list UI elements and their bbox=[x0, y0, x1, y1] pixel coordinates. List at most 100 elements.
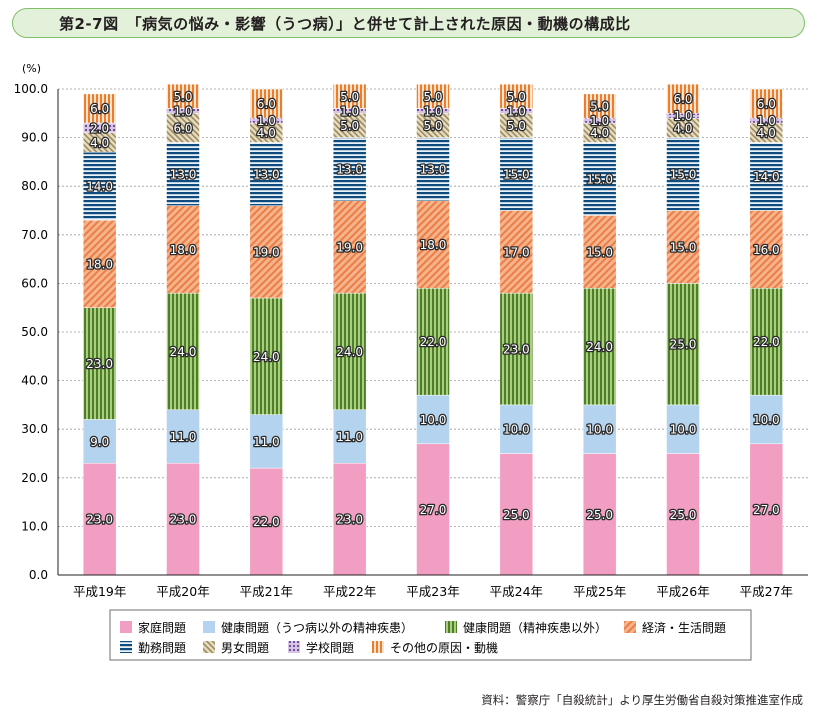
data-label-work: 13.0 bbox=[253, 168, 280, 182]
data-label-gender: 4.0 bbox=[90, 136, 109, 150]
x-tick-label: 平成25年 bbox=[573, 584, 626, 599]
legend-swatch-work bbox=[120, 641, 132, 653]
bar-segment-health_mental bbox=[582, 288, 617, 406]
data-label-school: 1.0 bbox=[340, 104, 359, 118]
data-label-family: 27.0 bbox=[753, 503, 780, 517]
bar-segment-family bbox=[749, 443, 784, 576]
data-label-other: 5.0 bbox=[507, 90, 526, 104]
bar-segment-family bbox=[166, 462, 200, 576]
data-label-economy: 19.0 bbox=[336, 240, 363, 254]
data-label-work: 14.0 bbox=[86, 180, 113, 194]
data-label-gender: 4.0 bbox=[757, 126, 776, 140]
data-label-family: 23.0 bbox=[336, 513, 363, 527]
bar-segment-other bbox=[166, 83, 200, 109]
y-tick-label: 0.0 bbox=[29, 568, 48, 582]
data-label-school: 2.0 bbox=[90, 121, 109, 135]
bar-segment-other bbox=[332, 83, 367, 109]
data-label-family: 22.0 bbox=[253, 515, 280, 529]
bar-segment-other bbox=[499, 83, 534, 109]
data-label-other: 5.0 bbox=[340, 90, 359, 104]
bar-segment-other bbox=[666, 83, 700, 114]
data-label-health_other: 9.0 bbox=[90, 435, 109, 449]
bar-segment-work bbox=[749, 142, 784, 211]
data-label-school: 1.0 bbox=[173, 104, 192, 118]
data-label-gender: 5.0 bbox=[423, 119, 442, 133]
bar-segment-health_mental bbox=[499, 292, 534, 406]
y-tick-label: 90.0 bbox=[21, 131, 48, 145]
y-tick-label: 50.0 bbox=[21, 325, 48, 339]
data-label-health_other: 10.0 bbox=[753, 413, 780, 427]
data-label-family: 25.0 bbox=[503, 508, 530, 522]
bar-segment-health_other bbox=[749, 394, 784, 445]
legend-label-work: 勤務問題 bbox=[138, 641, 186, 655]
legend-label-family: 家庭問題 bbox=[138, 620, 186, 635]
bar-segment-health_mental bbox=[82, 307, 117, 420]
bar-segment-health_other bbox=[332, 409, 367, 464]
bar-segment-gender bbox=[166, 113, 200, 143]
x-tick-label: 平成27年 bbox=[740, 584, 793, 599]
data-label-family: 23.0 bbox=[170, 513, 197, 527]
data-label-health_other: 11.0 bbox=[170, 430, 197, 444]
data-label-other: 6.0 bbox=[90, 102, 109, 116]
legend-label-school: 学校問題 bbox=[306, 640, 354, 655]
data-label-school: 1.0 bbox=[590, 114, 609, 128]
data-label-gender: 6.0 bbox=[173, 121, 192, 135]
bar-segment-other bbox=[749, 88, 784, 119]
legend-label-economy: 経済・生活問題 bbox=[642, 620, 726, 635]
data-label-family: 27.0 bbox=[420, 503, 447, 517]
bar-segment-other bbox=[416, 83, 450, 109]
data-label-family: 25.0 bbox=[670, 508, 697, 522]
data-label-work: 13.0 bbox=[336, 163, 363, 177]
x-tick-label: 平成21年 bbox=[240, 584, 293, 599]
x-tick-label: 平成19年 bbox=[73, 584, 126, 599]
bar-segment-economy bbox=[499, 210, 534, 294]
data-label-economy: 16.0 bbox=[753, 243, 780, 257]
bar-segment-other bbox=[82, 93, 117, 124]
bar-segment-health_other bbox=[666, 404, 700, 454]
legend-box bbox=[109, 609, 752, 661]
y-tick-label: 10.0 bbox=[21, 519, 48, 533]
data-label-school: 1.0 bbox=[757, 114, 776, 128]
data-label-health_mental: 24.0 bbox=[586, 340, 613, 354]
x-tick-label: 平成24年 bbox=[490, 584, 543, 599]
bar-segment-family bbox=[82, 462, 117, 576]
bar-segment-health_other bbox=[582, 404, 617, 454]
data-label-economy: 18.0 bbox=[420, 238, 447, 252]
data-label-health_other: 10.0 bbox=[586, 423, 613, 437]
bar-segment-economy bbox=[416, 200, 450, 289]
data-label-gender: 4.0 bbox=[673, 121, 692, 135]
legend-swatch-school bbox=[288, 641, 300, 653]
data-label-health_other: 10.0 bbox=[670, 423, 697, 437]
data-label-health_mental: 22.0 bbox=[753, 335, 780, 349]
bar-segment-economy bbox=[332, 200, 367, 294]
data-label-other: 5.0 bbox=[423, 90, 442, 104]
data-label-work: 14.0 bbox=[753, 170, 780, 184]
data-label-work: 13.0 bbox=[170, 168, 197, 182]
data-label-gender: 4.0 bbox=[257, 126, 276, 140]
bar-segment-health_other bbox=[82, 419, 117, 464]
bar-segment-health_mental bbox=[416, 288, 450, 396]
bar-segment-health_mental bbox=[332, 292, 367, 411]
bar-segment-work bbox=[582, 142, 617, 216]
data-label-health_mental: 22.0 bbox=[420, 335, 447, 349]
bar-segment-economy bbox=[82, 219, 117, 308]
bar-segment-economy bbox=[582, 215, 617, 289]
data-label-school: 1.0 bbox=[673, 109, 692, 123]
bar-segment-health_mental bbox=[749, 288, 784, 396]
data-label-health_mental: 25.0 bbox=[670, 338, 697, 352]
source-note: 資料：警察庁「自殺統計」より厚生労働省自殺対策推進室作成 bbox=[481, 693, 803, 707]
y-tick-label: 30.0 bbox=[21, 422, 48, 436]
bar-segment-gender bbox=[416, 113, 450, 138]
y-tick-label: 80.0 bbox=[21, 179, 48, 193]
data-label-work: 15.0 bbox=[586, 172, 613, 186]
data-label-economy: 15.0 bbox=[586, 245, 613, 259]
bar-segment-health_other bbox=[499, 404, 534, 454]
data-label-work: 15.0 bbox=[670, 168, 697, 182]
data-label-health_other: 10.0 bbox=[503, 423, 530, 437]
data-label-other: 5.0 bbox=[590, 100, 609, 114]
chart-title-bar: 第2-7図 「病気の悩み・影響（うつ病）」と併せて計上された原因・動機の構成比 bbox=[12, 8, 805, 38]
bar-segment-health_mental bbox=[666, 283, 700, 406]
data-label-family: 23.0 bbox=[86, 513, 113, 527]
data-label-work: 15.0 bbox=[503, 168, 530, 182]
legend-swatch-other bbox=[372, 641, 384, 653]
